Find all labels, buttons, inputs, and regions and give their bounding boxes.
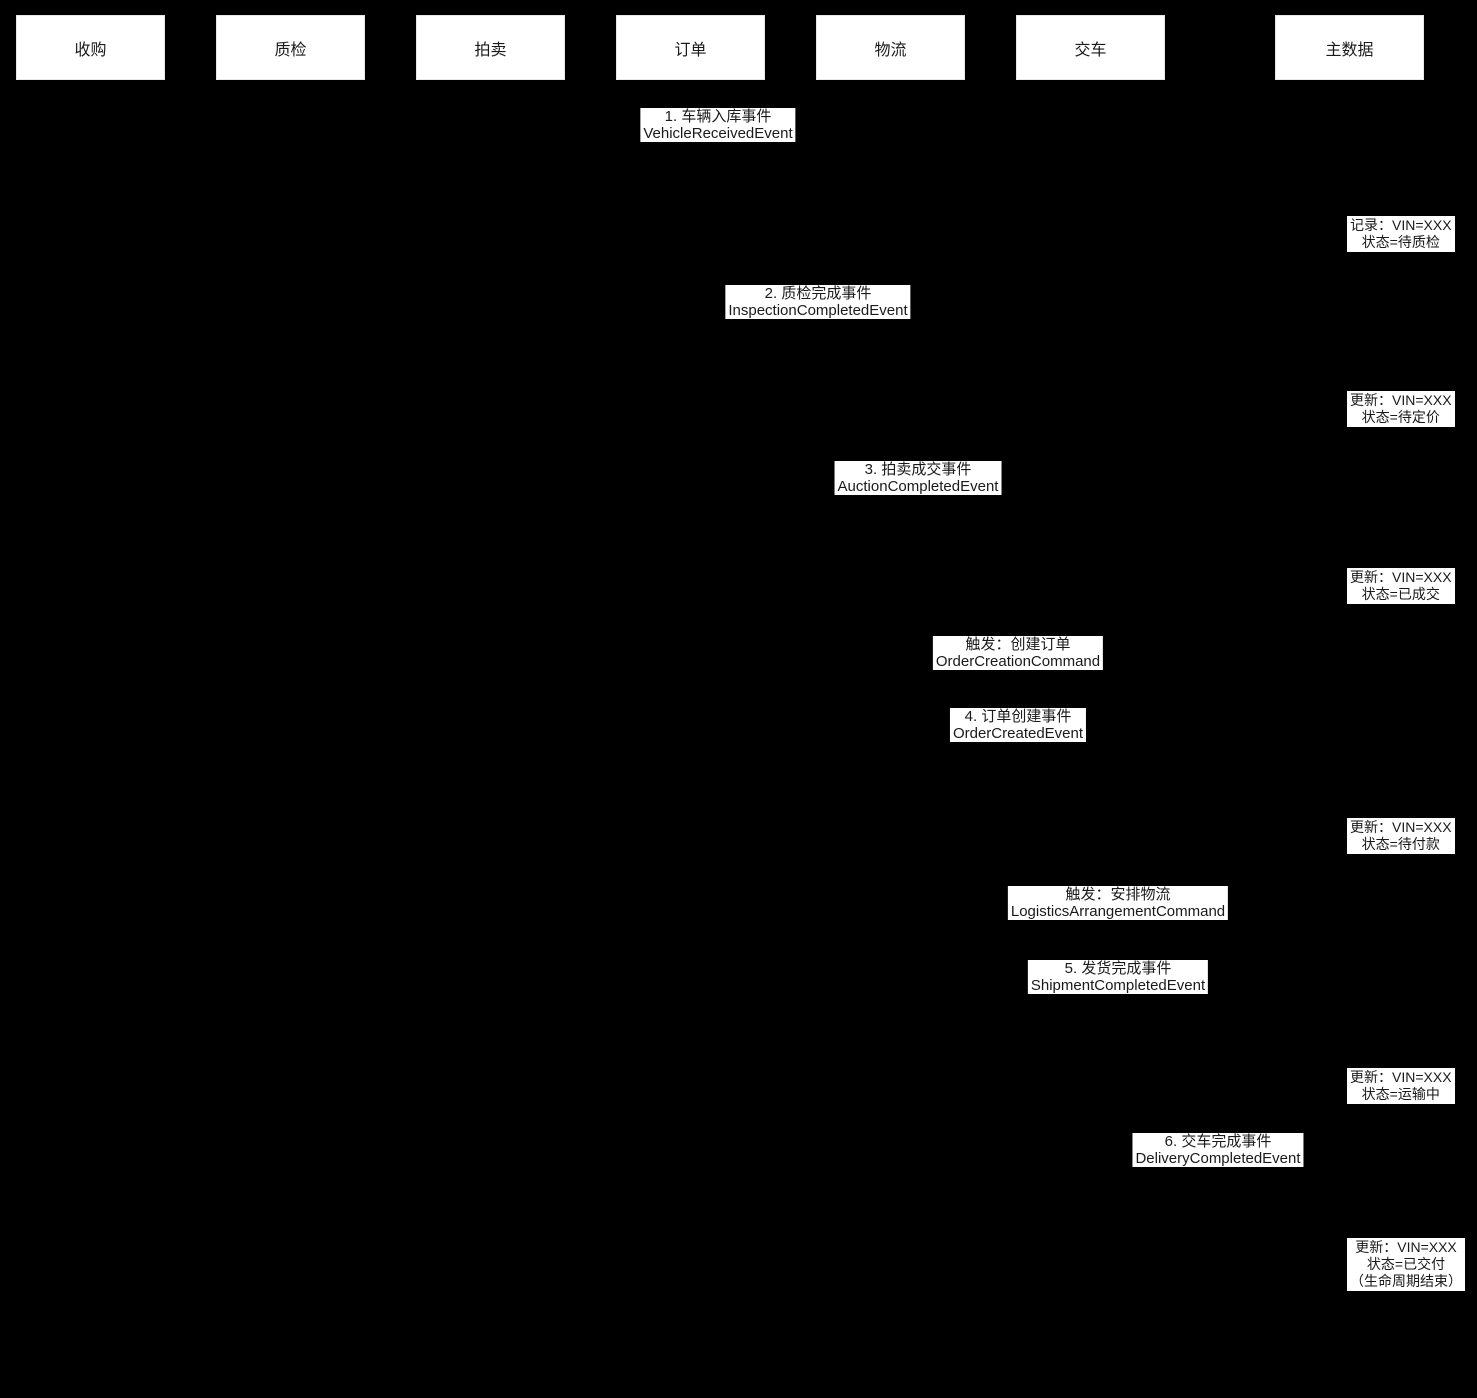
note-line: 记录：VIN=XXX [1350,217,1452,233]
message-event-name: VehicleReceivedEvent [643,125,793,142]
actor-order: 订单 [616,15,765,80]
actor-delivery: 交车 [1016,15,1165,80]
message-event-name: LogisticsArrangementCommand [1010,903,1226,920]
actor-auction: 拍卖 [416,15,565,80]
message-event-name: ShipmentCompletedEvent [1030,977,1206,994]
note-line: 状态=已成交 [1361,586,1440,602]
note-line: 状态=待定价 [1361,409,1440,425]
note-line: 更新：VIN=XXX [1355,1239,1457,1255]
message-event-name: DeliveryCompletedEvent [1135,1150,1301,1167]
message-inspection-completed-event: 2. 质检完成事件 InspectionCompletedEvent [725,285,911,319]
message-delivery-completed-event: 6. 交车完成事件 DeliveryCompletedEvent [1132,1133,1304,1167]
command-order-creation: 触发：创建订单 OrderCreationCommand [932,636,1104,670]
message-title: 触发：创建订单 [965,636,1071,653]
actor-logistics: 物流 [816,15,965,80]
message-order-created-event: 4. 订单创建事件 OrderCreatedEvent [949,708,1087,742]
note-line: 更新：VIN=XXX [1350,819,1452,835]
note-update-in-transit: 更新：VIN=XXX 状态=运输中 [1347,1068,1455,1104]
message-title: 1. 车辆入库事件 [664,108,772,125]
message-title: 4. 订单创建事件 [964,708,1072,725]
message-vehicle-received-event: 1. 车辆入库事件 VehicleReceivedEvent [640,108,796,142]
note-line: 更新：VIN=XXX [1350,392,1452,408]
note-update-delivered-lifecycle-end: 更新：VIN=XXX 状态=已交付 （生命周期结束） [1347,1238,1465,1291]
note-update-pending-pricing: 更新：VIN=XXX 状态=待定价 [1347,391,1455,427]
note-update-deal-closed: 更新：VIN=XXX 状态=已成交 [1347,568,1455,604]
message-event-name: OrderCreationCommand [935,653,1101,670]
actor-inspection: 质检 [216,15,365,80]
message-event-name: InspectionCompletedEvent [728,302,908,319]
message-title: 2. 质检完成事件 [764,285,872,302]
command-logistics-arrangement: 触发：安排物流 LogisticsArrangementCommand [1007,886,1229,920]
message-event-name: OrderCreatedEvent [952,725,1084,742]
note-line: 状态=已交付 [1366,1256,1446,1272]
note-line: 更新：VIN=XXX [1350,569,1452,585]
actor-acquisition: 收购 [16,15,165,80]
message-title: 5. 发货完成事件 [1064,960,1172,977]
message-title: 触发：安排物流 [1065,886,1171,903]
message-auction-completed-event: 3. 拍卖成交事件 AuctionCompletedEvent [834,461,1002,495]
message-shipment-completed-event: 5. 发货完成事件 ShipmentCompletedEvent [1027,960,1209,994]
note-line: 状态=待质检 [1361,234,1440,250]
note-line: 状态=待付款 [1361,836,1440,852]
note-line: 状态=运输中 [1361,1086,1440,1102]
actor-master-data: 主数据 [1275,15,1424,80]
note-update-pending-payment: 更新：VIN=XXX 状态=待付款 [1347,818,1455,854]
message-title: 6. 交车完成事件 [1164,1133,1272,1150]
message-event-name: AuctionCompletedEvent [837,478,999,495]
note-line: （生命周期结束） [1350,1273,1462,1289]
note-line: 更新：VIN=XXX [1350,1069,1452,1085]
note-record-pending-inspection: 记录：VIN=XXX 状态=待质检 [1347,216,1455,252]
message-title: 3. 拍卖成交事件 [864,461,972,478]
